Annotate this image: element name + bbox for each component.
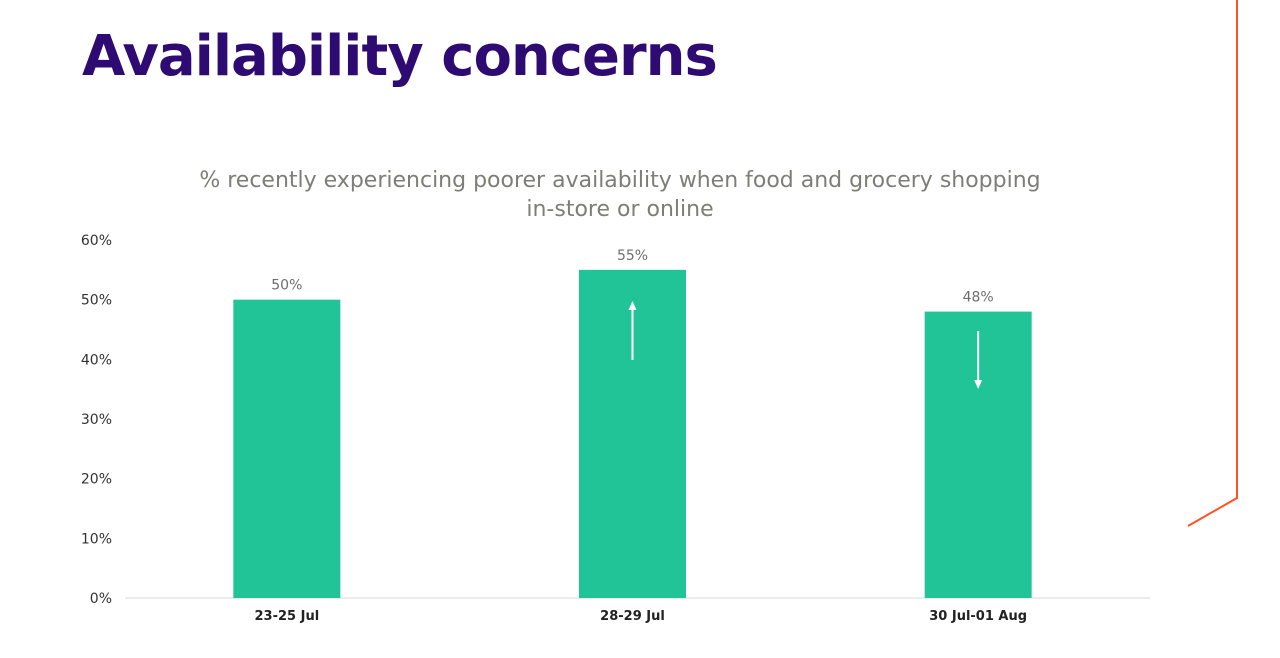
y-tick-label: 30%	[81, 412, 112, 428]
y-tick-label: 0%	[90, 591, 112, 607]
y-tick-label: 40%	[81, 352, 112, 368]
y-tick-label: 60%	[81, 233, 112, 249]
slide-title: Availability concerns	[82, 24, 718, 89]
chart-title-line-1: % recently experiencing poorer availabil…	[199, 168, 1041, 193]
y-tick-label: 20%	[81, 472, 112, 488]
data-label: 50%	[271, 278, 302, 294]
chart-title: % recently experiencing poorer availabil…	[160, 166, 1080, 224]
arrow-down-icon-head	[974, 380, 983, 389]
y-tick-label: 50%	[81, 293, 112, 309]
arrow-up-icon-head	[628, 301, 637, 310]
data-label: 55%	[617, 248, 648, 264]
data-label: 48%	[963, 290, 994, 306]
y-tick-label: 10%	[81, 531, 112, 547]
x-tick-label: 23-25 Jul	[255, 609, 320, 624]
chart-title-line-2: in-store or online	[526, 197, 714, 222]
bar	[233, 299, 341, 598]
x-tick-label: 28-29 Jul	[600, 609, 665, 624]
accent-border-line	[1187, 0, 1238, 527]
x-tick-label: 30 Jul-01 Aug	[929, 609, 1027, 624]
